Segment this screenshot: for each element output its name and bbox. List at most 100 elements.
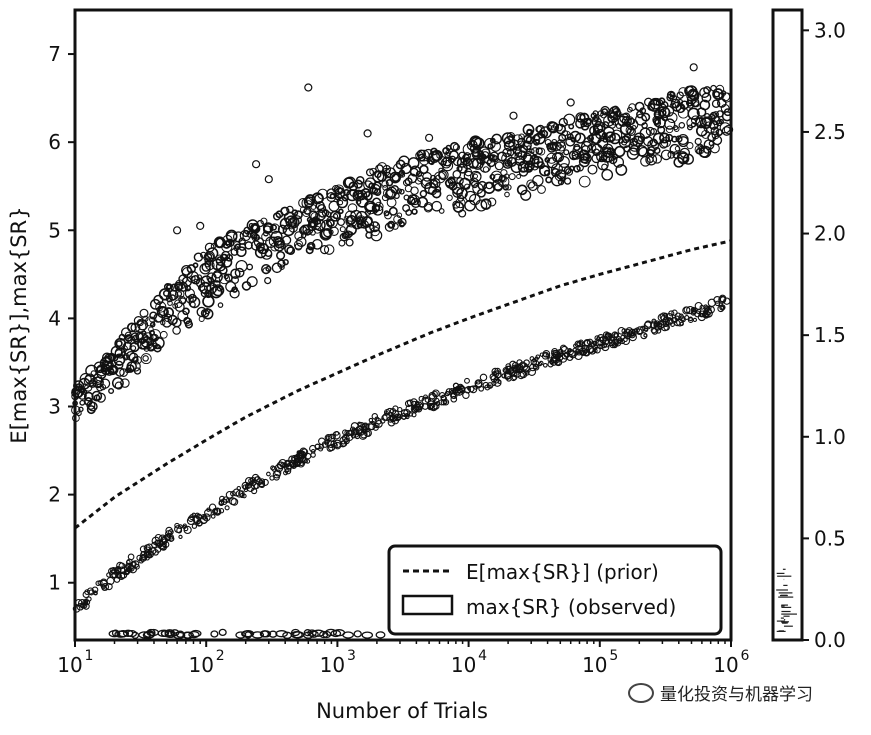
scatter-point bbox=[253, 237, 265, 248]
scatter-point bbox=[147, 344, 156, 352]
scatter-point bbox=[405, 404, 414, 413]
scatter-point bbox=[127, 335, 136, 345]
scatter-point bbox=[217, 302, 224, 308]
scatter-point bbox=[595, 128, 606, 140]
scatter-point bbox=[510, 375, 517, 382]
scatter-point bbox=[274, 237, 285, 249]
scatter-point bbox=[531, 156, 544, 168]
scatter-point bbox=[711, 116, 721, 126]
scatter-point bbox=[619, 113, 630, 124]
scatter-point bbox=[326, 444, 334, 452]
scatter-point bbox=[386, 197, 397, 208]
scatter-point bbox=[114, 630, 128, 638]
scatter-point bbox=[148, 329, 156, 336]
scatter-point bbox=[320, 245, 330, 255]
scatter-point bbox=[361, 631, 374, 639]
scatter-point bbox=[364, 429, 372, 438]
scatter-point bbox=[333, 441, 342, 450]
scatter-point bbox=[621, 336, 631, 346]
scatter-point bbox=[445, 178, 454, 187]
scatter-point bbox=[323, 244, 335, 255]
scatter-point bbox=[186, 516, 196, 526]
scatter-point bbox=[491, 179, 504, 191]
scatter-point bbox=[387, 220, 396, 229]
scatter-point bbox=[404, 414, 410, 420]
scatter-point bbox=[82, 590, 90, 599]
scatter-point bbox=[419, 164, 429, 175]
scatter-point bbox=[580, 120, 588, 128]
scatter-point bbox=[279, 217, 292, 230]
scatter-point bbox=[546, 157, 559, 169]
floor-points bbox=[108, 628, 386, 639]
scatter-point bbox=[371, 420, 376, 426]
scatter-point bbox=[332, 431, 341, 440]
scatter-point bbox=[314, 443, 321, 450]
scatter-point bbox=[275, 630, 288, 638]
chart-legend: E[max{SR}] (prior) max{SR} (observed) bbox=[387, 544, 723, 636]
scatter-point bbox=[508, 173, 516, 181]
scatter-point bbox=[716, 110, 724, 118]
scatter-point bbox=[216, 285, 223, 292]
scatter-point bbox=[704, 112, 711, 119]
scatter-point bbox=[133, 356, 142, 365]
scatter-point bbox=[108, 567, 116, 575]
scatter-point bbox=[402, 204, 411, 213]
scatter-point bbox=[601, 132, 608, 139]
colorbar-fill bbox=[773, 10, 802, 640]
scatter-point bbox=[115, 567, 122, 575]
scatter-point bbox=[126, 322, 137, 333]
scatter-point bbox=[555, 144, 565, 155]
scatter-point bbox=[205, 292, 212, 299]
colorbar-tick-label: 1.5 bbox=[814, 323, 846, 347]
scatter-point bbox=[628, 117, 636, 125]
scatter-point bbox=[551, 138, 558, 145]
scatter-point bbox=[400, 162, 412, 175]
scatter-point bbox=[218, 628, 227, 637]
scatter-point bbox=[309, 229, 316, 236]
scatter-point bbox=[419, 189, 428, 198]
scatter-point bbox=[382, 167, 391, 177]
scatter-point bbox=[456, 386, 461, 391]
scatter-point bbox=[462, 391, 470, 399]
scatter-point bbox=[545, 176, 553, 184]
scatter-point bbox=[277, 461, 285, 470]
scatter-point bbox=[396, 188, 403, 194]
scatter-point bbox=[428, 186, 438, 196]
scatter-point bbox=[575, 118, 586, 129]
scatter-point bbox=[241, 281, 252, 291]
scatter-point bbox=[464, 183, 471, 190]
scatter-point bbox=[582, 349, 590, 357]
scatter-point bbox=[190, 629, 202, 638]
scatter-point bbox=[472, 182, 484, 195]
scatter-point bbox=[569, 130, 582, 143]
scatter-point bbox=[425, 133, 434, 142]
scatter-point bbox=[561, 129, 569, 137]
scatter-point bbox=[647, 102, 656, 111]
scatter-point bbox=[568, 350, 577, 359]
scatter-point bbox=[269, 475, 275, 481]
scatter-point bbox=[282, 223, 295, 237]
scatter-point bbox=[580, 152, 592, 164]
scatter-point bbox=[563, 177, 572, 185]
x-tick-label: 10 bbox=[713, 653, 738, 677]
scatter-point bbox=[206, 282, 218, 294]
scatter-point bbox=[215, 261, 226, 272]
scatter-point bbox=[148, 547, 157, 555]
scatter-point bbox=[442, 146, 450, 155]
scatter-point bbox=[230, 247, 239, 256]
scatter-point bbox=[503, 140, 515, 152]
scatter-point bbox=[437, 156, 448, 166]
scatter-point bbox=[429, 402, 438, 411]
scatter-point bbox=[212, 284, 225, 297]
scatter-point bbox=[717, 305, 725, 313]
scatter-point bbox=[628, 332, 637, 342]
scatter-point bbox=[185, 295, 194, 304]
scatter-point bbox=[182, 523, 187, 528]
scatter-point bbox=[574, 351, 583, 361]
scatter-point bbox=[174, 522, 180, 529]
scatter-point bbox=[76, 410, 82, 417]
scatter-point bbox=[197, 284, 206, 292]
scatter-point bbox=[682, 153, 694, 165]
scatter-point bbox=[385, 178, 394, 187]
scatter-point bbox=[204, 242, 215, 253]
